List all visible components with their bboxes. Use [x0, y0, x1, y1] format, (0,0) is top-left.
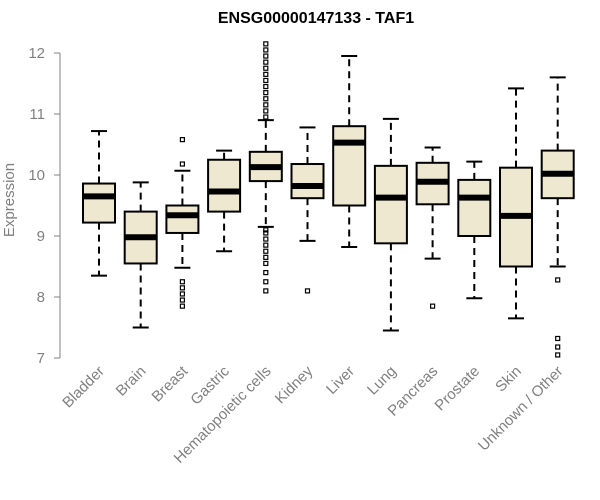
box-iqr [290, 163, 325, 200]
outlier-point [263, 53, 269, 59]
outlier-point [555, 335, 561, 342]
outlier-point [304, 288, 311, 294]
box-group-hematopoietic-cells [248, 41, 283, 294]
x-category-label: Prostate [432, 363, 484, 415]
box-iqr [207, 158, 242, 213]
y-tick-label: 8 [37, 289, 45, 306]
outlier-point [555, 344, 561, 350]
outlier-point [263, 236, 269, 242]
x-category-label: Brain [113, 363, 150, 400]
box-group-skin [499, 87, 533, 320]
outlier-point [430, 303, 436, 309]
box-group-prostate [457, 160, 492, 300]
outlier-point [263, 59, 269, 65]
box-group-bladder [82, 130, 116, 277]
outlier-point [263, 254, 269, 260]
y-axis-label: Expression [1, 163, 18, 237]
outlier-point [179, 279, 185, 285]
x-category-label: Kidney [272, 362, 317, 407]
outlier-point [263, 242, 269, 248]
box-group-gastric [207, 149, 242, 253]
x-category-label: Liver [323, 363, 358, 398]
outlier-point [263, 47, 269, 53]
box-iqr [82, 182, 116, 224]
y-tick-label: 10 [28, 167, 45, 184]
outlier-point [263, 108, 269, 114]
outlier-point [263, 270, 269, 276]
boxes-layer [82, 41, 575, 358]
box-group-brain [123, 181, 158, 329]
outlier-point [179, 137, 185, 143]
outlier-point [263, 96, 269, 102]
outlier-point [555, 277, 561, 283]
outlier-point [263, 227, 269, 233]
box-group-liver [332, 55, 367, 248]
x-category-label: Bladder [59, 363, 108, 412]
box-iqr [373, 164, 408, 245]
outlier-point [263, 90, 269, 96]
outlier-point [263, 279, 269, 285]
box-iqr [165, 204, 200, 234]
box-iqr [457, 178, 492, 238]
outlier-point [263, 77, 269, 84]
outlier-point [555, 352, 561, 358]
y-tick-label: 7 [37, 350, 45, 367]
y-tick-label: 11 [29, 106, 45, 123]
x-category-label: Lung [364, 363, 400, 399]
outlier-point [263, 65, 269, 71]
outlier-point [263, 83, 269, 90]
outlier-point [263, 102, 269, 108]
outlier-point [263, 248, 269, 254]
box-group-breast [165, 137, 200, 309]
outlier-point [263, 71, 269, 77]
outlier-point [263, 260, 269, 267]
outlier-point [263, 288, 269, 294]
x-category-label: Skin [492, 363, 525, 396]
chart-title: ENSG00000147133 - TAF1 [218, 10, 414, 27]
y-tick-label: 12 [28, 45, 45, 62]
outlier-point [263, 114, 269, 120]
outlier-point [179, 291, 185, 297]
y-axis: 7 8 9 10 11 12 [28, 45, 61, 367]
box-iqr [332, 125, 367, 207]
outlier-point [179, 285, 185, 291]
box-group-pancreas [415, 146, 450, 309]
outlier-point [179, 297, 185, 303]
outlier-point [263, 230, 269, 236]
box-group-unknown-other [540, 76, 575, 358]
box-group-kidney [290, 126, 325, 294]
box-group-lung [373, 117, 408, 332]
outlier-point [179, 303, 185, 309]
x-category-label: Breast [149, 362, 192, 405]
y-tick-label: 9 [37, 228, 45, 245]
outlier-point [179, 161, 185, 167]
outlier-point [263, 41, 269, 47]
